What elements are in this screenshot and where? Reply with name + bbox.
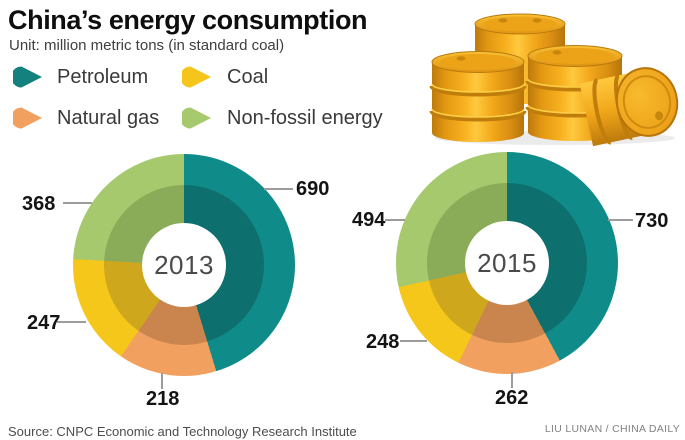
page-title: China’s energy consumption	[8, 5, 368, 35]
legend-marker-coal-icon	[182, 66, 211, 88]
leader-line-2013-non-fossil	[63, 202, 92, 204]
value-label-2015-natural-gas: 262	[495, 387, 529, 409]
legend-label-natural-gas: Natural gas	[57, 107, 160, 129]
photographer-credit: LIU LUNAN / CHINA DAILY	[544, 423, 680, 435]
donut-2013-year-label: 2013	[142, 223, 226, 307]
legend-label-coal: Coal	[227, 66, 269, 88]
value-label-2013-non-fossil: 368	[22, 193, 56, 215]
leader-line-2015-petroleum	[608, 219, 633, 221]
legend-marker-non-fossil-icon	[182, 107, 211, 129]
donut-chart-2015: 2015	[396, 152, 618, 374]
legend-label-non-fossil: Non-fossil energy	[227, 107, 383, 129]
donut-chart-2013: 2013	[73, 154, 295, 376]
oil-barrels-illustration	[429, 13, 679, 146]
leader-line-2013-petroleum	[264, 188, 293, 190]
source-credit: Source: CNPC Economic and Technology Res…	[8, 424, 357, 439]
unit-subtitle: Unit: million metric tons (in standard c…	[9, 37, 285, 54]
value-label-2013-petroleum: 690	[296, 178, 330, 200]
value-label-2015-non-fossil: 494	[352, 209, 386, 231]
legend-label-petroleum: Petroleum	[57, 66, 149, 88]
leader-line-2013-natural-gas	[161, 373, 163, 389]
legend-marker-natural-gas-icon	[13, 107, 42, 129]
leader-line-2015-coal	[400, 340, 427, 342]
leader-line-2015-natural-gas	[511, 372, 513, 388]
barrel-left	[429, 51, 527, 142]
leader-line-2015-non-fossil	[385, 219, 405, 221]
barrel-lying	[579, 67, 679, 146]
value-label-2015-coal: 248	[366, 331, 400, 353]
donut-2015-year-label: 2015	[465, 221, 549, 305]
value-label-2015-petroleum: 730	[635, 210, 669, 232]
value-label-2013-coal: 247	[27, 312, 61, 334]
legend-marker-petroleum-icon	[13, 66, 42, 88]
value-label-2013-natural-gas: 218	[146, 388, 180, 410]
leader-line-2013-coal	[57, 321, 86, 323]
